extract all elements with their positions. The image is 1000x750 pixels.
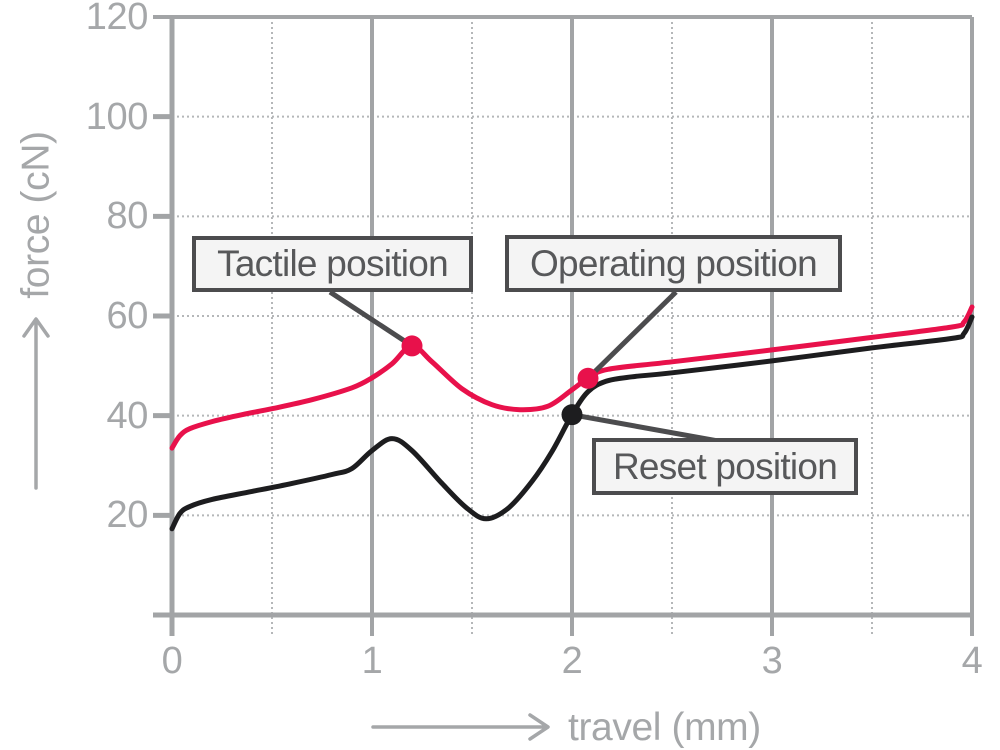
marker-dot-reset-position [561, 404, 583, 426]
y-axis-title: force (cN) [14, 131, 58, 299]
x-tick-label: 4 [961, 640, 983, 682]
annotation-connector-line [328, 289, 414, 348]
x-tick-label: 2 [561, 640, 583, 682]
marker-dot-operating-position [577, 367, 599, 389]
x-tick-label: 0 [161, 640, 183, 682]
curve-upstroke-black [169, 314, 975, 532]
annotation-reset-position: Reset position [592, 438, 858, 495]
x-axis-title: travel (mm) [568, 706, 761, 749]
x-tick-label: 1 [361, 640, 383, 682]
y-tick-label: 120 [85, 0, 149, 38]
y-axis-arrow [22, 317, 50, 490]
annotation-connector-line [586, 290, 678, 381]
marker-dot-tactile-position [401, 335, 423, 357]
annotation-tactile-position: Tactile position [192, 236, 473, 292]
x-axis-arrow [371, 713, 550, 741]
y-tick-label: 60 [106, 295, 148, 337]
curve-downstroke-red [169, 304, 975, 451]
y-tick-label: 80 [106, 195, 148, 238]
annotation-operating-position: Operating position [505, 235, 842, 292]
annotation-connector-line [571, 412, 719, 444]
x-tick-label: 3 [761, 640, 783, 682]
y-tick-label: 40 [106, 394, 148, 437]
y-tick-label: 100 [85, 95, 149, 138]
y-tick-label: 20 [106, 494, 148, 537]
